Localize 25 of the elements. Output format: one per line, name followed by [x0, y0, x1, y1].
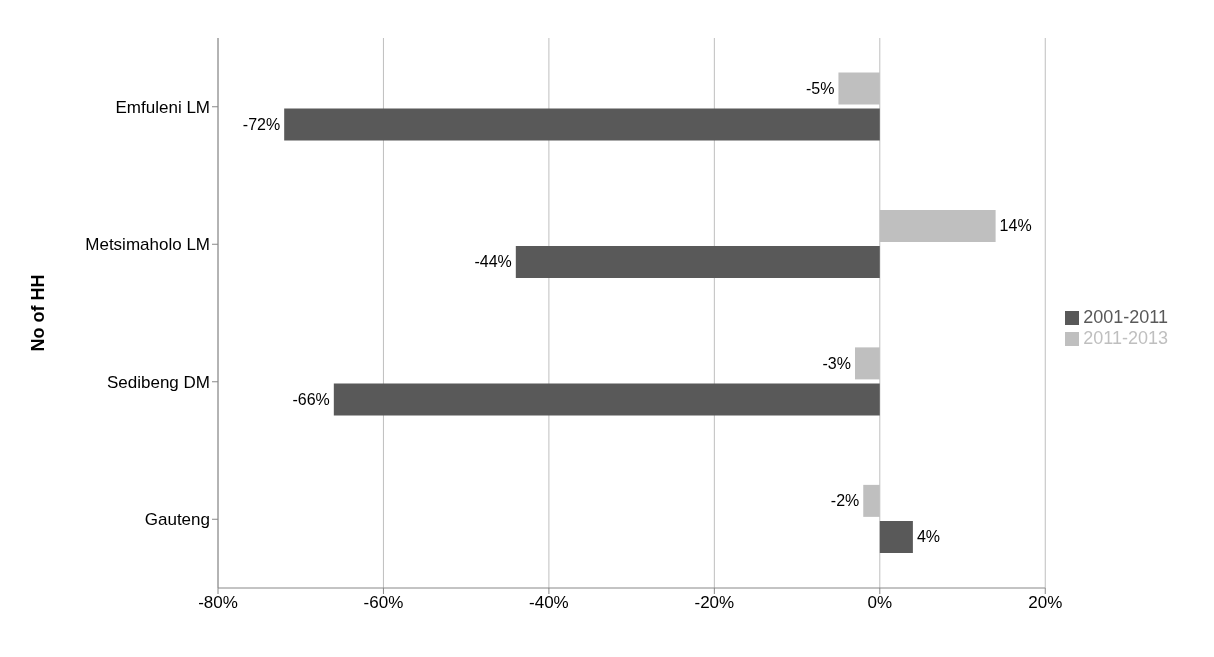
bar	[333, 383, 880, 416]
data-label: 14%	[999, 217, 1032, 235]
bar	[284, 108, 880, 141]
data-label: 4%	[916, 528, 941, 546]
data-label: -66%	[292, 390, 330, 408]
bar	[879, 520, 913, 553]
y-tick-label: Gauteng	[144, 510, 210, 530]
legend-label: 2001-2011	[1083, 307, 1168, 327]
data-label: -2%	[830, 492, 860, 510]
data-label: -44%	[474, 253, 512, 271]
y-tick-label: Emfuleni LM	[115, 97, 210, 117]
legend-label: 2011-2013	[1083, 328, 1168, 348]
bar	[515, 245, 880, 278]
x-tick-label: -80%	[198, 593, 238, 613]
y-tick-label: Sedibeng DM	[106, 372, 210, 392]
data-label: -72%	[242, 115, 281, 133]
x-tick-label: -20%	[694, 593, 735, 613]
y-axis-title: No of HH	[28, 274, 49, 352]
x-tick-label: -60%	[363, 593, 404, 613]
x-tick-label: 0%	[867, 593, 893, 613]
x-tick-label: -40%	[529, 593, 569, 613]
y-tick-label: Metsimaholo LM	[85, 235, 210, 255]
x-tick-label: 20%	[1028, 593, 1063, 613]
data-label: -5%	[805, 79, 835, 97]
data-label: -3%	[822, 354, 851, 372]
